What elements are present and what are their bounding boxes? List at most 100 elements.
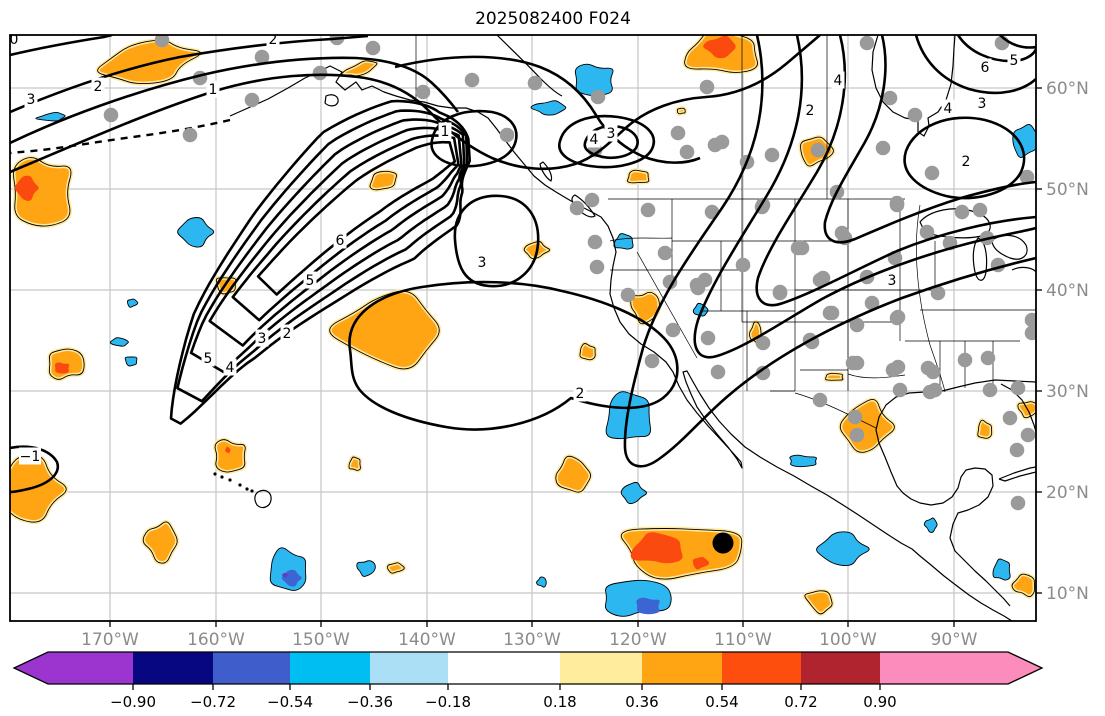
station-dot [889,310,905,326]
positive-anomaly-outline [10,454,67,523]
negative-anomaly-patch [613,233,634,250]
contour-label-bg [803,101,817,119]
station-dot [794,240,810,256]
positive-anomaly-outline [369,170,397,191]
contour-label-bg [831,71,845,89]
station-dot [589,259,605,275]
station-dot [772,284,788,300]
strong-positive-core [692,557,710,570]
station-dot [1024,312,1036,328]
contour-label: 3 [978,96,987,112]
contour-label-bg [201,349,215,367]
station-dot [849,355,865,371]
station-dot [1020,427,1036,443]
station-dot [700,330,716,346]
negative-anomaly-patch [109,337,129,347]
contour-line [430,109,518,168]
positive-anomaly-outline [555,455,592,493]
station-dot [924,165,940,181]
station-dot [812,272,828,288]
contour-label-bg [941,99,955,117]
station-dot [657,245,673,261]
station-dot [812,392,828,408]
lon-tick-label: 110°W [714,630,772,650]
contour-line [394,55,701,164]
station-dot [714,134,730,150]
colorbar-segment [560,652,642,684]
figure-title: 2025082400 F024 [475,9,631,29]
station-dot [834,225,850,241]
station-dot [1002,410,1018,426]
coastlines-borders [10,35,1036,621]
positive-anomaly-outline [620,528,743,580]
positive-anomaly-outline [329,290,440,370]
contour-line [10,35,821,174]
station-dot [849,427,865,443]
contour-label: −1 [20,449,41,465]
lon-tick-label: 170°W [81,630,139,650]
station-dot [972,202,988,218]
lat-tick-label: 20°N [1046,483,1089,503]
contour-line [169,99,471,425]
coastline [972,237,988,281]
station-dot [1009,442,1025,458]
contour-label-bg [475,253,489,271]
contour-label-bg [604,124,618,142]
lon-tick-label: 90°W [931,630,978,650]
contour-label: 4 [834,73,843,89]
colorbar-tick-label: 0.72 [784,693,817,711]
contour-label: 3 [607,126,616,142]
contour-label: 0 [10,32,19,48]
coastline [324,94,339,107]
extreme-negative-core [281,572,288,578]
coastline [229,65,1013,621]
station-dot [312,65,328,81]
colorbar-tick-label: 0.90 [863,693,896,711]
station-dot [982,382,998,398]
colorbar-tick-label: −0.36 [347,693,393,711]
station-dot [679,144,695,160]
contour-label: 2 [269,32,278,48]
station-dot [499,127,515,143]
state-border [794,392,877,429]
state-border [609,237,673,242]
station-dot [527,75,543,91]
contour-label: 6 [981,60,990,76]
station-dot [415,84,431,100]
negative-anomaly-patch [127,298,139,308]
contour-label-bg [24,90,38,108]
station-dot [662,274,678,290]
strong-positive-core [630,532,683,564]
contour-label-bg [19,447,41,465]
negative-anomaly-patch [536,576,547,588]
contour-label: 2 [94,79,103,95]
station-dot [882,90,898,106]
colorbar-tick-label: 0.54 [705,693,738,711]
contour-label-bg [333,231,347,249]
positive-anomaly-patch [368,169,399,192]
station-dot [670,125,686,141]
coastline [571,194,596,218]
state-border [636,251,698,359]
positive-anomaly-outline [348,456,361,471]
station-dot [822,305,838,321]
hawaiian-island [238,483,242,487]
positive-anomaly-outline [97,39,201,85]
station-dot [640,202,656,218]
station-dot [954,204,970,220]
contour-label: 2 [962,154,971,170]
colorbar-right-arrow [1008,652,1042,684]
contour-line [176,109,469,403]
negative-anomaly-patch [992,558,1011,581]
positive-anomaly-outline [523,241,551,259]
coastline [998,466,1036,482]
contour-label: 4 [226,360,235,376]
colorbar-segment [448,652,560,684]
hawaiian-island [228,478,232,482]
contour-line [10,35,113,57]
positive-anomaly-outline [676,107,686,115]
contour-line [755,35,1036,307]
positive-anomaly-outline [387,562,405,574]
